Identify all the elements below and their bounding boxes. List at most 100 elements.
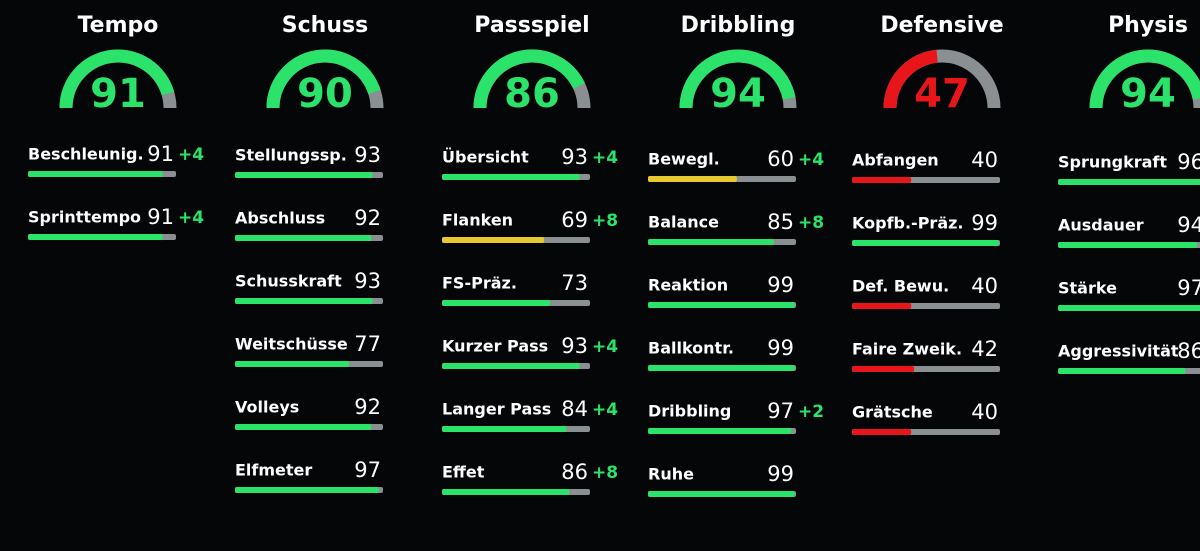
attribute-name: Abschluss (235, 209, 325, 228)
bar-fill (648, 491, 795, 497)
group-title: Physis (1108, 13, 1188, 38)
bar-fill (1058, 305, 1200, 311)
bar-fill (1058, 368, 1186, 374)
gauge-fill (883, 49, 939, 109)
attribute-name: Ausdauer (1058, 216, 1144, 235)
gauge-value: 94 (1120, 71, 1176, 117)
attribute-value: 93 (354, 269, 381, 293)
gauge-fill (1089, 49, 1200, 109)
attribute-name: Ruhe (648, 465, 694, 484)
group-title: Schuss (282, 13, 368, 38)
attribute-value: 60 (767, 147, 794, 171)
attribute-value: 91 (147, 205, 174, 229)
attribute-value: 85 (767, 210, 794, 234)
bar-fill (235, 172, 373, 178)
bar-fill (852, 303, 912, 309)
attribute-name: Volleys (235, 398, 299, 417)
attribute-bonus: +8 (592, 211, 618, 231)
attribute-value: 96 (1177, 150, 1200, 174)
bar-fill (442, 237, 545, 243)
attribute-name: Sprinttempo (28, 208, 141, 227)
attribute-name: Übersicht (442, 148, 529, 167)
attribute-name: Flanken (442, 211, 513, 230)
gauge-fill (679, 49, 796, 109)
attribute-bonus: +4 (592, 337, 618, 357)
attribute-name: Stellungssp. (235, 146, 347, 165)
attribute-bonus: +8 (798, 213, 824, 233)
attribute-bonus: +4 (178, 208, 204, 228)
bar-fill (648, 428, 792, 434)
attribute-name: FS-Präz. (442, 274, 517, 293)
attribute-value: 92 (354, 206, 381, 230)
attribute-name: Elfmeter (235, 461, 312, 480)
attribute-name: Faire Zweik. (852, 340, 962, 359)
attribute-value: 93 (354, 143, 381, 167)
attribute-name: Sprungkraft (1058, 153, 1167, 172)
gauge-value: 47 (914, 71, 970, 117)
bar-fill (852, 177, 912, 183)
attribute-name: Bewegl. (648, 150, 720, 169)
attribute-bonus: +8 (592, 463, 618, 483)
attribute-bonus: +4 (178, 145, 204, 165)
attribute-name: Beschleunig. (28, 145, 144, 164)
bar-fill (648, 239, 774, 245)
group-title: Defensive (880, 13, 1003, 38)
attribute-value: 99 (767, 462, 794, 486)
gauge-value: 90 (297, 71, 353, 117)
bar-fill (852, 429, 912, 435)
attribute-value: 84 (561, 397, 588, 421)
attribute-name: Def. Bewu. (852, 277, 949, 296)
attribute-value: 97 (1177, 276, 1200, 300)
attribute-value: 93 (561, 145, 588, 169)
bar-fill (442, 489, 570, 495)
attribute-value: 69 (561, 208, 588, 232)
attribute-value: 97 (767, 399, 794, 423)
attribute-value: 93 (561, 334, 588, 358)
group-title: Dribbling (681, 13, 796, 38)
gauge-value: 91 (90, 71, 146, 117)
attribute-name: Aggressivität (1058, 342, 1179, 361)
bar-fill (648, 365, 795, 371)
attribute-value: 42 (971, 337, 998, 361)
bar-fill (235, 424, 372, 430)
attribute-name: Kurzer Pass (442, 337, 548, 356)
bar-fill (28, 234, 163, 240)
gauge-fill (59, 49, 175, 109)
attribute-value: 40 (971, 274, 998, 298)
attribute-value: 91 (147, 142, 174, 166)
attribute-name: Schusskraft (235, 272, 342, 291)
attribute-bonus: +4 (798, 150, 824, 170)
attribute-name: Grätsche (852, 403, 933, 422)
attribute-bonus: +4 (592, 148, 618, 168)
bar-fill (1058, 242, 1198, 248)
bar-fill (235, 487, 379, 493)
attribute-value: 97 (354, 458, 381, 482)
bar-fill (28, 171, 163, 177)
attribute-name: Langer Pass (442, 400, 551, 419)
attribute-value: 40 (971, 400, 998, 424)
bar-fill (235, 361, 349, 367)
attribute-value: 86 (561, 460, 588, 484)
bar-fill (852, 240, 999, 246)
bar-fill (648, 176, 737, 182)
attribute-value: 77 (354, 332, 381, 356)
group-title: Tempo (78, 13, 159, 38)
attribute-value: 99 (767, 273, 794, 297)
bar-fill (1058, 179, 1200, 185)
attribute-name: Stärke (1058, 279, 1117, 298)
bar-fill (235, 298, 373, 304)
group-title: Passspiel (474, 13, 589, 38)
attribute-value: 73 (561, 271, 588, 295)
attribute-value: 94 (1177, 213, 1200, 237)
attribute-value: 86 (1177, 339, 1200, 363)
attribute-value: 99 (767, 336, 794, 360)
attribute-value: 40 (971, 148, 998, 172)
attribute-name: Weitschüsse (235, 335, 348, 354)
attribute-name: Reaktion (648, 276, 728, 295)
bar-fill (852, 366, 915, 372)
attribute-value: 99 (971, 211, 998, 235)
attribute-bonus: +4 (592, 400, 618, 420)
